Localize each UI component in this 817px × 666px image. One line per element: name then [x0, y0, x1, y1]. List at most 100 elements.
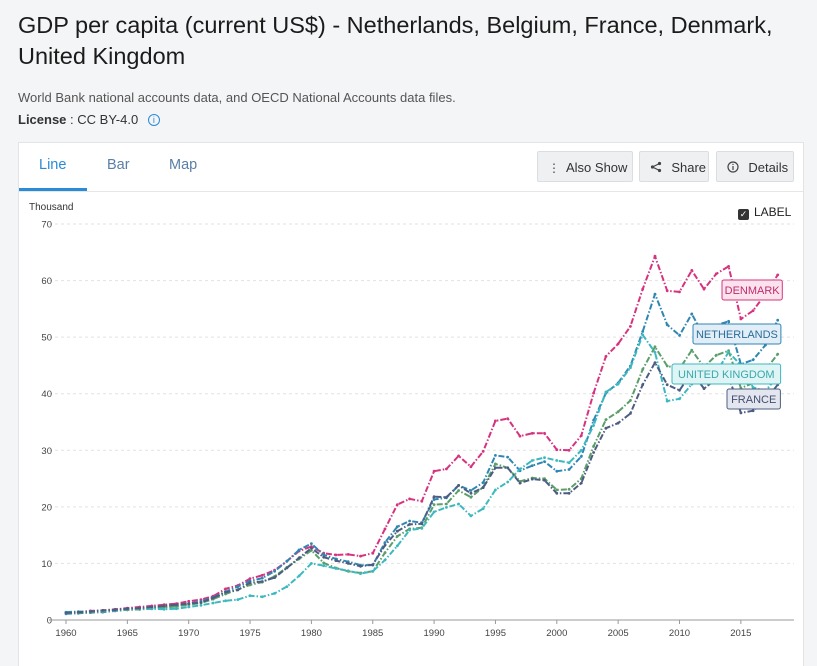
- data-point: [678, 290, 681, 294]
- data-point: [494, 454, 497, 457]
- data-point: [297, 574, 301, 578]
- data-point: [310, 549, 313, 552]
- x-tick-label: 2000: [546, 628, 567, 639]
- data-point: [494, 462, 497, 466]
- data-point: [678, 388, 681, 392]
- data-point: [383, 558, 387, 562]
- data-point: [592, 451, 595, 454]
- data-point: [297, 556, 301, 560]
- data-point: [101, 609, 105, 612]
- info-icon[interactable]: i: [147, 114, 160, 126]
- data-point: [334, 553, 338, 557]
- data-point: [592, 444, 595, 448]
- data-point: [322, 564, 326, 568]
- series-label-box: [671, 363, 782, 385]
- data-point: [555, 448, 559, 452]
- data-point: [395, 525, 399, 529]
- data-point: [469, 495, 473, 499]
- data-point: [457, 484, 460, 487]
- data-point: [518, 434, 522, 438]
- y-tick-label: 40: [41, 389, 52, 400]
- x-tick-label: 1985: [362, 628, 383, 639]
- data-point: [322, 555, 326, 559]
- data-point: [469, 489, 473, 492]
- data-point: [665, 364, 669, 368]
- data-point: [371, 563, 375, 566]
- tab-map[interactable]: Map: [169, 157, 198, 173]
- data-point: [420, 527, 424, 530]
- data-point: [469, 465, 473, 469]
- x-tick-label: 1995: [485, 628, 506, 639]
- y-tick-label: 10: [41, 559, 52, 570]
- data-point: [162, 604, 166, 608]
- data-point: [346, 553, 350, 556]
- data-point: [751, 309, 755, 312]
- data-point: [310, 546, 313, 550]
- y-tick-label: 20: [41, 502, 52, 513]
- data-point: [64, 611, 68, 614]
- data-point: [567, 468, 571, 471]
- data-point: [616, 421, 620, 425]
- data-point: [236, 588, 240, 592]
- x-tick-label: 1975: [239, 628, 260, 639]
- data-point: [395, 503, 399, 506]
- data-point: [383, 543, 387, 547]
- data-point: [653, 351, 657, 354]
- data-point: [383, 551, 387, 555]
- tab-bar[interactable]: Bar: [107, 157, 130, 173]
- data-point: [175, 607, 178, 611]
- data-point: [678, 334, 681, 337]
- series-label-box: [692, 323, 782, 345]
- data-point: [543, 431, 546, 435]
- data-point: [579, 434, 583, 437]
- checkbox-checked-icon[interactable]: ✓: [738, 209, 749, 220]
- data-point: [322, 553, 326, 557]
- data-point: [199, 603, 203, 607]
- data-point: [702, 387, 706, 390]
- data-point: [481, 486, 485, 489]
- data-point: [567, 487, 571, 491]
- data-point: [592, 424, 595, 427]
- data-point: [113, 608, 117, 612]
- data-point: [297, 548, 301, 552]
- data-point: [530, 459, 534, 462]
- also-show-button[interactable]: ⋮ Also Show: [537, 151, 633, 182]
- series-label: FRANCE: [731, 394, 776, 406]
- label-toggle[interactable]: ✓ LABEL: [738, 205, 791, 220]
- data-point: [641, 333, 645, 337]
- data-point: [273, 592, 276, 595]
- data-point: [211, 601, 215, 605]
- data-point: [89, 610, 92, 613]
- data-point: [457, 454, 460, 458]
- data-point: [727, 265, 730, 268]
- active-tab-indicator: [19, 188, 87, 191]
- data-point: [187, 605, 191, 609]
- data-point: [432, 503, 436, 506]
- data-point: [653, 345, 657, 349]
- data-point: [481, 507, 485, 510]
- series-label-box: [721, 279, 783, 301]
- share-button[interactable]: Share: [639, 151, 709, 182]
- tab-line[interactable]: Line: [39, 157, 67, 173]
- view-tabs: Line Bar Map ⋮ Also Show Share Details: [19, 143, 803, 192]
- data-point: [530, 431, 534, 435]
- page-title: GDP per capita (current US$) - Netherlan…: [18, 12, 773, 69]
- data-point: [665, 383, 669, 387]
- details-button[interactable]: Details: [716, 151, 794, 182]
- data-point: [751, 409, 755, 413]
- data-point: [506, 455, 510, 459]
- data-point: [457, 489, 460, 492]
- data-point: [248, 577, 252, 581]
- data-point: [543, 456, 546, 459]
- data-point: [359, 564, 362, 568]
- data-point: [690, 312, 694, 316]
- data-point: [383, 541, 387, 544]
- data-point: [506, 417, 510, 420]
- data-point: [285, 559, 289, 563]
- data-point: [641, 287, 645, 291]
- data-point: [555, 459, 559, 462]
- data-point: [199, 601, 203, 604]
- series-line-netherlands: [65, 293, 779, 615]
- data-point: [334, 567, 338, 570]
- data-point: [260, 573, 264, 577]
